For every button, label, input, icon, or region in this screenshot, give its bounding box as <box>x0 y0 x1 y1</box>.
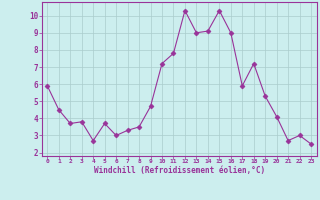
X-axis label: Windchill (Refroidissement éolien,°C): Windchill (Refroidissement éolien,°C) <box>94 166 265 175</box>
